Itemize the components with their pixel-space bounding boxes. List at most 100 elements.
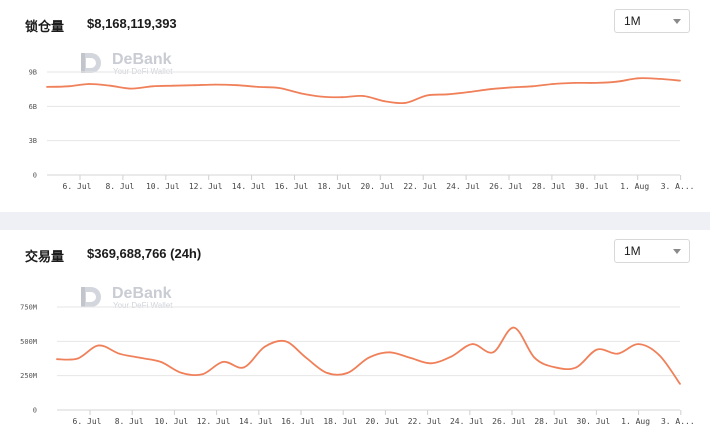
x-tick-label: 24. Jul xyxy=(450,417,484,426)
x-tick-label: 6. Jul xyxy=(63,182,92,191)
tvl-range-select[interactable]: 1M xyxy=(614,9,690,33)
data-point xyxy=(362,95,365,97)
y-tick-label: 6B xyxy=(29,103,37,111)
data-point xyxy=(341,96,344,99)
x-tick-label: 10. Jul xyxy=(155,417,189,426)
chevron-down-icon xyxy=(673,249,681,254)
data-point xyxy=(383,100,386,103)
y-tick-label: 500M xyxy=(20,338,37,346)
x-tick-label: 26. Jul xyxy=(492,417,526,426)
x-tick-label: 10. Jul xyxy=(146,182,180,191)
data-point xyxy=(533,356,536,359)
x-tick-label: 3. A... xyxy=(661,417,695,426)
data-point xyxy=(429,362,432,365)
data-point xyxy=(616,352,619,355)
data-point xyxy=(109,84,112,87)
x-tick-label: 8. Jul xyxy=(115,417,144,426)
data-point xyxy=(573,82,576,84)
data-point xyxy=(367,356,370,359)
data-point xyxy=(637,343,640,345)
watermark-tagline: Your DeFi Wallet xyxy=(113,301,173,310)
data-point xyxy=(471,343,474,345)
y-tick-label: 0 xyxy=(33,407,37,415)
data-point xyxy=(492,351,494,354)
x-tick-label: 28. Jul xyxy=(532,182,566,191)
data-point xyxy=(139,356,142,359)
x-tick-label: 14. Jul xyxy=(239,417,273,426)
data-point xyxy=(658,78,660,80)
x-tick-label: 18. Jul xyxy=(323,417,357,426)
tvl-panel: 锁仓量 $8,168,119,393 1M DeBank Your DeFi Wa… xyxy=(0,0,710,212)
x-tick-label: 20. Jul xyxy=(366,417,400,426)
data-point xyxy=(489,88,491,91)
x-tick-label: 8. Jul xyxy=(105,182,134,191)
x-tick-label: 3. A... xyxy=(661,182,695,191)
data-point xyxy=(257,86,259,88)
data-point xyxy=(409,356,411,359)
x-tick-label: 26. Jul xyxy=(489,182,523,191)
tvl-range-select-value: 1M xyxy=(624,14,641,28)
x-tick-label: 16. Jul xyxy=(275,182,309,191)
data-point xyxy=(278,87,280,89)
data-point xyxy=(596,348,598,351)
data-point xyxy=(468,91,470,93)
data-point xyxy=(425,94,428,97)
section-divider xyxy=(0,212,710,230)
y-tick-label: 9B xyxy=(29,69,37,77)
data-point xyxy=(97,344,100,347)
data-point xyxy=(450,355,453,358)
data-point xyxy=(46,86,48,88)
x-tick-label: 20. Jul xyxy=(360,182,394,191)
x-tick-label: 30. Jul xyxy=(577,417,611,426)
chevron-down-icon xyxy=(673,19,681,24)
data-point xyxy=(201,373,204,376)
data-point xyxy=(679,383,681,385)
data-point xyxy=(172,84,175,87)
volume-label: 交易量 xyxy=(25,249,65,264)
data-point xyxy=(180,372,183,374)
data-point xyxy=(284,340,287,343)
volume-value: $369,688,766 (24h) xyxy=(87,246,202,261)
data-point xyxy=(222,361,225,363)
watermark-name: DeBank xyxy=(112,51,172,68)
data-point xyxy=(594,82,597,84)
data-point xyxy=(575,366,578,369)
data-point xyxy=(159,361,162,363)
x-tick-label: 22. Jul xyxy=(403,182,437,191)
y-tick-label: 0 xyxy=(33,172,37,180)
data-point xyxy=(388,351,391,354)
data-point xyxy=(56,358,58,361)
data-point xyxy=(636,77,639,80)
tvl-value: $8,168,119,393 xyxy=(87,16,177,31)
data-point xyxy=(151,85,154,88)
volume-panel: 交易量 $369,688,766 (24h) 1M DeBank Your DeF… xyxy=(0,230,710,442)
y-tick-label: 750M xyxy=(20,304,37,312)
x-tick-label: 1. Aug xyxy=(621,417,650,426)
data-point xyxy=(243,366,245,369)
debank-logo-icon xyxy=(81,287,101,307)
data-point xyxy=(320,95,323,98)
data-point xyxy=(326,372,328,374)
data-point xyxy=(552,83,555,85)
x-tick-label: 1. Aug xyxy=(620,182,649,191)
volume-range-select-value: 1M xyxy=(624,244,641,258)
volume-range-select[interactable]: 1M xyxy=(614,239,690,263)
x-tick-label: 22. Jul xyxy=(408,417,442,426)
data-point xyxy=(263,345,266,348)
debank-logo-icon xyxy=(81,53,101,73)
data-point xyxy=(236,84,238,87)
x-tick-label: 18. Jul xyxy=(318,182,352,191)
data-point xyxy=(299,92,302,95)
data-point xyxy=(346,372,349,374)
data-point xyxy=(214,83,217,86)
x-tick-label: 14. Jul xyxy=(232,182,266,191)
data-point xyxy=(615,80,618,83)
x-tick-label: 30. Jul xyxy=(575,182,609,191)
y-tick-label: 250M xyxy=(20,372,37,380)
data-point xyxy=(510,86,513,89)
data-point xyxy=(118,352,121,355)
data-point xyxy=(554,366,557,369)
